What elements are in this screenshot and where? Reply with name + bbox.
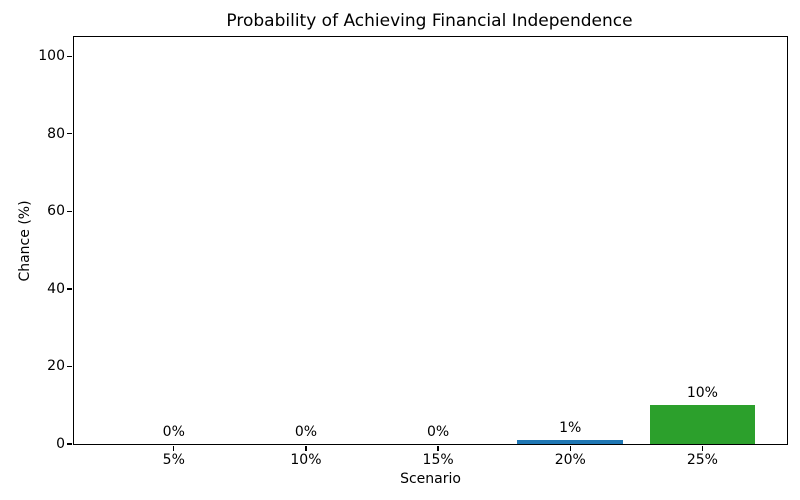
y-tick-label: 0 <box>56 436 65 452</box>
x-axis-label: Scenario <box>400 471 461 487</box>
y-tick-label: 80 <box>47 125 65 142</box>
bar-value-label: 0% <box>426 424 450 440</box>
bar-value-label: 1% <box>559 420 582 437</box>
y-tick-label: 20 <box>47 358 65 375</box>
bar-value-label: 0% <box>294 424 318 440</box>
x-tick-mark <box>701 446 703 451</box>
plot-area: Chance (%) Scenario 0 20 40 60 80 100 5% 0% 10% 0… <box>17 36 788 487</box>
y-tick-label: 100 <box>38 48 65 65</box>
y-tick-mark <box>67 210 72 213</box>
x-tick-mark <box>437 446 439 451</box>
x-tick-mark <box>173 446 175 451</box>
x-tick-label: 25% <box>686 452 718 468</box>
y-tick-mark <box>67 55 72 57</box>
y-tick-label: 40 <box>47 280 65 297</box>
y-tick-mark <box>67 365 72 368</box>
x-tick-mark <box>305 446 307 451</box>
bar <box>517 440 624 444</box>
x-tick-label: 20% <box>554 452 586 468</box>
x-tick-label: 10% <box>290 452 322 468</box>
bar <box>649 405 756 444</box>
y-tick-mark <box>67 443 72 445</box>
chart-title: Probability of Achieving Financial Indep… <box>226 11 633 31</box>
y-axis-label: Chance (%) <box>17 199 33 282</box>
x-tick-mark <box>569 446 571 451</box>
x-tick-label: 15% <box>422 452 454 468</box>
bar-value-label: 10% <box>686 385 718 402</box>
y-tick-label: 60 <box>47 203 65 220</box>
x-tick-label: 5% <box>162 452 185 468</box>
y-tick-mark <box>67 288 72 290</box>
y-tick-mark <box>67 133 72 135</box>
bar-value-label: 0% <box>162 424 185 440</box>
